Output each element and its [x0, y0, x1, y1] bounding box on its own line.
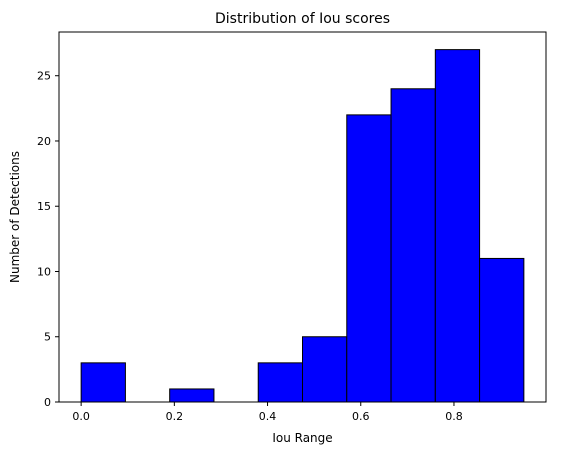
plot-frame: [58, 31, 547, 403]
histogram-bar: [302, 336, 348, 403]
y-tick-label: 25: [37, 70, 51, 83]
bars-group: [80, 49, 525, 403]
y-tick-label: 15: [37, 200, 51, 213]
x-axis-ticks: 0.0 0.2 0.4 0.6 0.8: [72, 402, 463, 423]
y-axis-label: Number of Detections: [8, 151, 22, 283]
y-tick-label: 20: [37, 135, 51, 148]
y-axis-ticks: 0 5 10 15 20 25: [37, 70, 59, 409]
histogram-bar: [169, 388, 215, 403]
histogram-bar: [80, 362, 126, 403]
histogram-bar: [257, 362, 303, 403]
x-axis-label: Iou Range: [272, 431, 332, 445]
x-tick-label: 0.0: [72, 410, 90, 423]
y-tick-label: 5: [44, 331, 51, 344]
x-tick-label: 0.6: [352, 410, 370, 423]
y-tick-label: 10: [37, 265, 51, 278]
histogram-bar: [390, 88, 436, 403]
y-tick-label: 0: [44, 396, 51, 409]
x-tick-label: 0.8: [445, 410, 463, 423]
chart-title: Distribution of Iou scores: [215, 11, 390, 27]
x-tick-label: 0.4: [259, 410, 277, 423]
x-tick-label: 0.2: [166, 410, 184, 423]
histogram-bar: [434, 49, 481, 403]
histogram-bar: [479, 257, 525, 403]
histogram-bar: [346, 114, 392, 403]
